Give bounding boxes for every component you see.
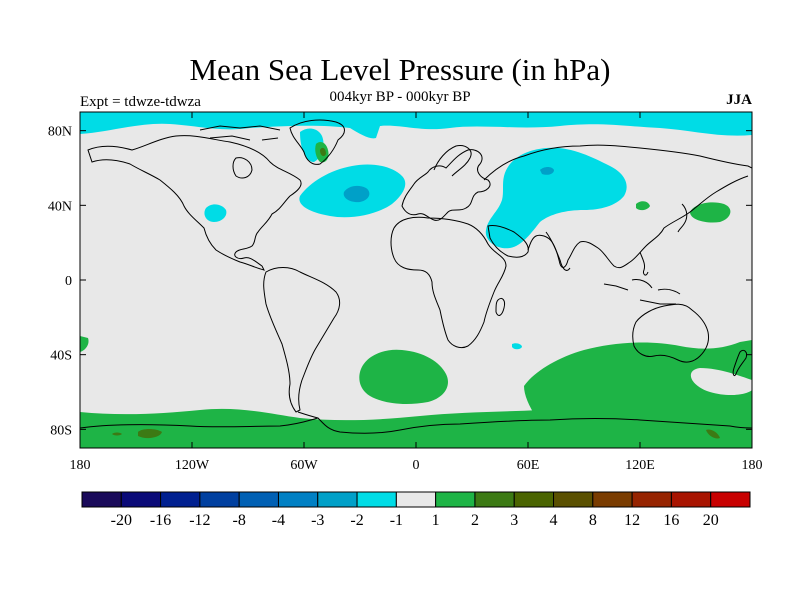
colorbar-swatch <box>120 491 162 508</box>
negative-anomaly-west-atlantic <box>204 204 227 222</box>
coastline-south-america <box>263 267 341 413</box>
experiment-label: Expt = tdwze-tdwza <box>80 94 201 110</box>
positive-anomaly-east-asia <box>636 201 650 211</box>
colorbar-labels: -20 -16 -12 -8 -4 -3 -2 -1 1 2 3 4 8 12 16 20 <box>111 512 719 529</box>
colorbar-swatch <box>356 491 397 508</box>
coastline-scandinavia <box>433 145 472 177</box>
chart-subtitle: 004kyr BP - 000kyr BP <box>329 89 471 105</box>
colorbar-swatch <box>317 491 358 508</box>
positive-anomaly-antarctic-core-east <box>706 429 720 439</box>
colorbar-swatch <box>395 491 437 508</box>
coastline-new-zealand <box>732 349 747 377</box>
coastline-north-america <box>87 135 302 271</box>
colorbar-label: 3 <box>510 512 518 529</box>
colorbar-label: -8 <box>233 512 246 529</box>
negative-anomaly-asia <box>485 147 627 249</box>
x-tick-label: 180 <box>742 458 763 473</box>
colorbar-swatch <box>474 491 515 508</box>
coastline-greenland <box>289 119 345 165</box>
coastline-india <box>545 231 571 271</box>
positive-anomaly-pacific-south <box>80 336 89 352</box>
colorbar-label: 8 <box>589 512 597 529</box>
coastlines <box>80 119 752 434</box>
coastline-africa <box>390 216 507 349</box>
coastline-antarctic-peninsula <box>297 411 319 419</box>
colorbar-swatch <box>631 491 672 508</box>
x-tick-label: 180 <box>70 458 91 473</box>
coastline-arctic-islands <box>199 125 281 141</box>
colorbar-label: 16 <box>663 512 679 529</box>
colorbar-label: 4 <box>550 512 558 529</box>
colorbar-swatch <box>277 491 319 508</box>
y-tick-label: 80N <box>48 125 72 140</box>
x-tick-label: 0 <box>413 458 420 473</box>
season-label: JJA <box>726 92 752 108</box>
colorbar-label: 20 <box>703 512 719 529</box>
colorbar-swatch <box>710 491 751 508</box>
y-tick-label: 80S <box>50 423 72 438</box>
negative-anomaly-asia-core <box>540 167 554 175</box>
coastline-hudson-bay <box>232 157 253 179</box>
colorbar-swatch <box>199 491 240 508</box>
colorbar-label: -20 <box>111 512 132 529</box>
colorbar-swatch <box>435 491 476 508</box>
colorbar-swatch <box>592 491 633 508</box>
colorbar-swatch <box>81 491 122 508</box>
chart-title: Mean Sea Level Pressure (in hPa) <box>189 52 611 87</box>
axis-ticks <box>79 112 753 448</box>
colorbar-label: -16 <box>150 512 171 529</box>
y-tick-label: 40N <box>48 199 72 214</box>
colorbar-label: -2 <box>350 512 363 529</box>
y-tick-label: 0 <box>65 274 72 289</box>
colorbar-label: -3 <box>311 512 324 529</box>
coastline-europe <box>401 149 491 221</box>
coastline-indonesia <box>603 279 681 305</box>
colorbar-label: -4 <box>272 512 285 529</box>
coastline-arabia <box>487 225 529 258</box>
colorbar-label: -12 <box>189 512 210 529</box>
colorbar-label: 12 <box>624 512 640 529</box>
colorbar-swatch <box>160 491 201 508</box>
y-tick-labels: 80N 40N 0 40S 80S <box>48 125 72 439</box>
colorbar-swatch <box>670 491 712 508</box>
negative-anomaly-atlantic-core <box>343 185 370 203</box>
x-tick-label: 120E <box>625 458 655 473</box>
colorbar-swatch <box>513 491 555 508</box>
positive-anomaly-antarctic-core-west <box>138 429 162 439</box>
colorbar <box>81 491 751 508</box>
positive-anomaly-north-pacific <box>690 202 731 223</box>
colorbar-swatch <box>238 491 279 508</box>
coastline-antarctica <box>80 417 752 434</box>
x-tick-label: 60W <box>290 458 318 473</box>
positive-anomaly-greenland-core <box>320 147 326 157</box>
positive-anomaly-antarctic-core-small <box>112 432 122 436</box>
colorbar-swatch <box>553 491 594 508</box>
coastline-philippines <box>639 251 649 276</box>
positive-anomaly-south-atlantic <box>359 349 448 404</box>
colorbar-label: 2 <box>471 512 479 529</box>
x-tick-labels: 180 120W 60W 0 60E 120E 180 <box>70 458 763 473</box>
x-tick-label: 120W <box>175 458 210 473</box>
coastline-australia <box>632 303 709 363</box>
x-tick-label: 60E <box>517 458 540 473</box>
coastline-japan <box>677 203 688 233</box>
colorbar-label: -1 <box>390 512 403 529</box>
y-tick-label: 40S <box>50 349 72 364</box>
negative-anomaly-arctic <box>80 112 752 139</box>
colorbar-label: 1 <box>432 512 440 529</box>
coastline-madagascar <box>495 297 505 316</box>
negative-anomaly-south-atlantic <box>512 343 522 350</box>
